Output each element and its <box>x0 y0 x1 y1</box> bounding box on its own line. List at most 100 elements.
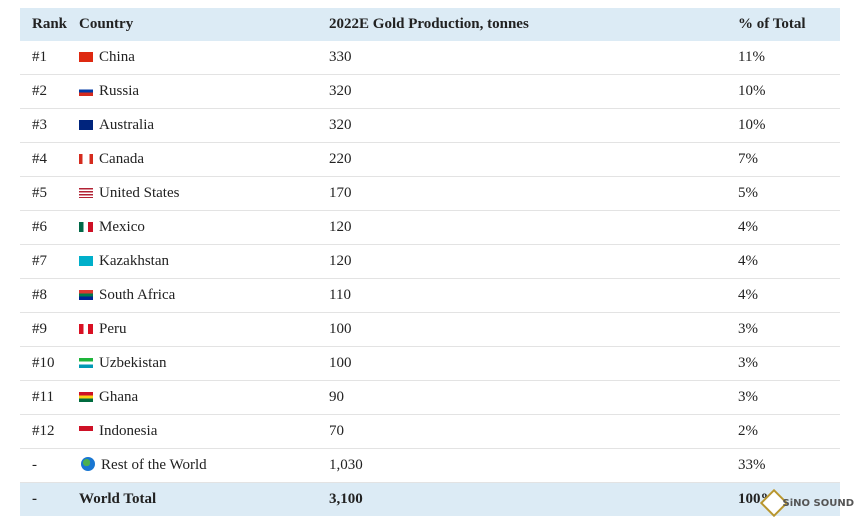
cell-text: 170 <box>329 185 352 201</box>
table-cell: Canada <box>67 142 318 177</box>
globe-icon <box>81 457 96 471</box>
cell-text: 320 <box>329 83 352 99</box>
table-cell: 3% <box>726 312 840 347</box>
table-cell: Ghana <box>67 380 318 415</box>
table-cell: 170 <box>317 176 727 211</box>
flag-icon <box>79 52 94 62</box>
table-cell: Kazakhstan <box>67 244 318 279</box>
table-row: #2 Russia 320 10% <box>20 74 840 109</box>
cell-text: Uzbekistan <box>99 355 167 371</box>
table-row: #8 South Africa 110 4% <box>20 278 840 313</box>
header-cell: Country <box>67 8 318 41</box>
flag-icon <box>79 256 94 266</box>
table-cell: 330 <box>317 41 727 75</box>
cell-text: #11 <box>32 389 54 405</box>
table-cell: #9 <box>20 312 68 347</box>
cell-text: Kazakhstan <box>99 253 169 269</box>
table-row: #5 United States 170 5% <box>20 176 840 211</box>
table-cell: 320 <box>317 74 727 109</box>
cell-text: 330 <box>329 49 352 65</box>
cell-text: 7% <box>738 151 759 167</box>
table-cell: Russia <box>67 74 318 109</box>
cell-text: South Africa <box>99 287 176 303</box>
cell-text: #7 <box>32 253 47 269</box>
cell-text: 320 <box>329 117 352 133</box>
cell-text: - <box>32 491 37 507</box>
table-cell: South Africa <box>67 278 318 313</box>
table-cell: World Total <box>67 482 318 516</box>
cell-text: #12 <box>32 423 55 439</box>
table-cell: #11 <box>20 380 68 415</box>
cell-text: 1,030 <box>329 457 363 473</box>
cell-text: Mexico <box>99 219 145 235</box>
cell-text: 4% <box>738 219 759 235</box>
cell-text: 10% <box>738 117 766 133</box>
cell-text: 70 <box>329 423 345 439</box>
cell-text: United States <box>99 185 180 201</box>
table-cell: 1,030 <box>317 448 727 483</box>
flag-icon <box>79 188 94 198</box>
table-cell: #12 <box>20 414 68 449</box>
table-cell: #7 <box>20 244 68 279</box>
table-cell: 2% <box>726 414 840 449</box>
cell-text: #1 <box>32 49 47 65</box>
table-cell: 10% <box>726 74 840 109</box>
cell-text: 90 <box>329 389 345 405</box>
cell-text: #10 <box>32 355 55 371</box>
table-cell: #4 <box>20 142 68 177</box>
header-cell: 2022E Gold Production, tonnes <box>317 8 727 41</box>
table-row: #6 Mexico 120 4% <box>20 210 840 245</box>
table-cell: 4% <box>726 210 840 245</box>
cell-text: China <box>99 49 135 65</box>
cell-text: Ghana <box>99 389 139 405</box>
table-body: #1 China 330 11% #2 Russia 320 10% #3 Australia 32… <box>20 41 840 516</box>
cell-text: 4% <box>738 287 759 303</box>
table-cell: Australia <box>67 108 318 143</box>
table-row: #10 Uzbekistan 100 3% <box>20 346 840 381</box>
table-cell: 3% <box>726 346 840 381</box>
table-cell: 120 <box>317 244 727 279</box>
cell-text: 100 <box>329 321 352 337</box>
table-cell: 100 <box>317 312 727 347</box>
table-cell: 10% <box>726 108 840 143</box>
cell-text: #9 <box>32 321 47 337</box>
cell-text: 3% <box>738 355 759 371</box>
table-cell: 70 <box>317 414 727 449</box>
cell-text: #4 <box>32 151 47 167</box>
table-cell: 220 <box>317 142 727 177</box>
table-cell: 7% <box>726 142 840 177</box>
cell-text: #3 <box>32 117 47 133</box>
cell-text: - <box>32 457 37 473</box>
header-cell: % of Total <box>726 8 840 41</box>
table-row: #12 Indonesia 70 2% <box>20 414 840 449</box>
table-cell: 100 <box>317 346 727 381</box>
flag-icon <box>79 154 94 164</box>
table-row: #7 Kazakhstan 120 4% <box>20 244 840 279</box>
cell-text: 33% <box>738 457 766 473</box>
table-cell: Rest of the World <box>67 448 318 483</box>
cell-text: 10% <box>738 83 766 99</box>
cell-text: Australia <box>99 117 155 133</box>
table-row: #3 Australia 320 10% <box>20 108 840 143</box>
flag-icon <box>79 222 94 232</box>
watermark: SiNO SOUND <box>782 498 854 509</box>
flag-icon <box>79 290 94 300</box>
flag-icon <box>79 392 94 402</box>
table-cell: Peru <box>67 312 318 347</box>
table-cell: 110 <box>317 278 727 313</box>
table-cell: 3,100 <box>317 482 727 516</box>
table-cell: 5% <box>726 176 840 211</box>
cell-text: Rest of the World <box>101 457 207 473</box>
table-cell: 3% <box>726 380 840 415</box>
cell-text: #2 <box>32 83 47 99</box>
total-row: - World Total 3,100 100% <box>20 482 840 516</box>
table-cell: #8 <box>20 278 68 313</box>
cell-text: 5% <box>738 185 759 201</box>
table-cell: #1 <box>20 41 68 75</box>
table-cell: China <box>67 41 318 75</box>
cell-text: 3% <box>738 389 759 405</box>
table-cell: Uzbekistan <box>67 346 318 381</box>
cell-text: 120 <box>329 253 352 269</box>
cell-text: 100 <box>329 355 352 371</box>
cell-text: 4% <box>738 253 759 269</box>
